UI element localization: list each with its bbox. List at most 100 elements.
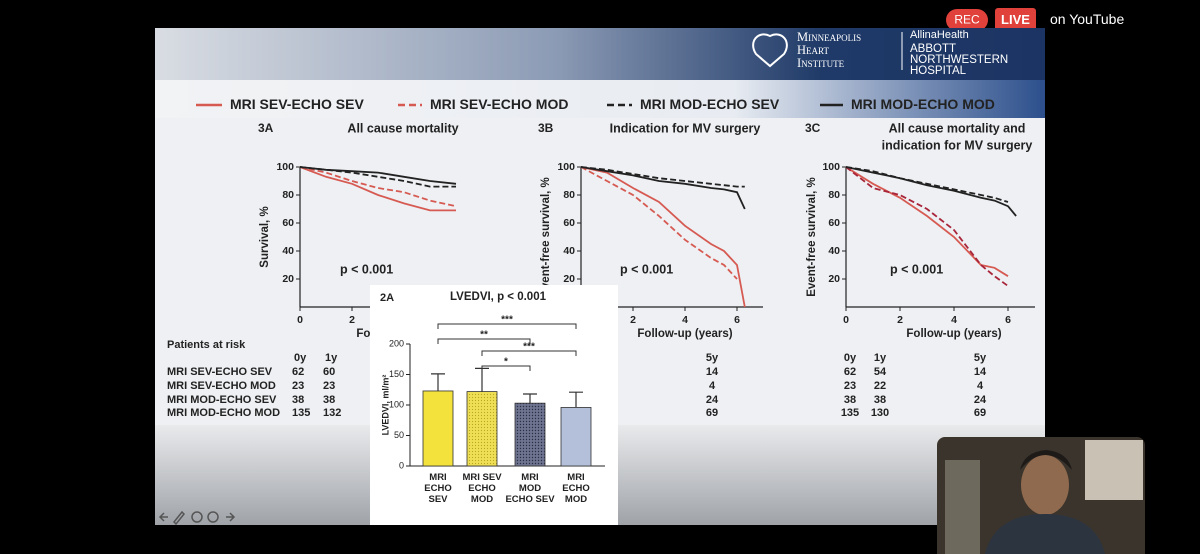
- x-tick-label: 0: [843, 314, 849, 326]
- bar: [466, 391, 498, 467]
- prev-icon: [158, 512, 168, 522]
- y-tick-label: 200: [389, 338, 404, 348]
- chart-title: All cause mortality and: [889, 121, 1026, 135]
- logo-text: Minneapolis: [797, 30, 861, 44]
- table-cell: 38: [874, 394, 886, 406]
- legend-label: MRI MOD-ECHO SEV: [640, 96, 780, 112]
- slide-toolbar: [158, 510, 236, 526]
- y-tick-label: 100: [389, 399, 404, 409]
- live-badge: [995, 8, 1036, 32]
- allina-logo: AllinaHealth: [910, 29, 969, 41]
- hospital-name: ABBOTT: [910, 43, 956, 55]
- x-tick-label: 2: [630, 314, 636, 326]
- webcam-face: [1021, 455, 1069, 515]
- x-tick-label: 6: [1005, 314, 1011, 326]
- table-header: 0y: [844, 352, 857, 364]
- table-cell: 69: [706, 407, 718, 419]
- chart-title: indication for MV surgery: [882, 138, 1033, 152]
- survival-curve: [845, 166, 1009, 277]
- y-tick-label: 20: [828, 273, 840, 285]
- live-label: LIVE: [1001, 12, 1030, 27]
- x-tick-label: MRI ECHO MOD: [562, 472, 590, 505]
- survival-curve: [580, 166, 746, 308]
- y-tick-label: 60: [563, 217, 575, 229]
- x-tick-label: 0: [297, 314, 303, 326]
- survival-curve: [845, 166, 1017, 217]
- table-row-label: MRI MOD-ECHO MOD: [167, 407, 280, 419]
- y-tick-label: 20: [563, 273, 575, 285]
- table-cell: 23: [292, 380, 304, 392]
- x-tick-label: 4: [682, 314, 688, 326]
- logo-text: Heart: [797, 43, 829, 57]
- webcam-wall: [945, 460, 980, 554]
- pen-icon: [172, 510, 186, 526]
- significance-bracket: [481, 365, 531, 371]
- rec-label: REC: [954, 13, 980, 27]
- chart-title: LVEDVI, p < 0.001: [450, 291, 547, 303]
- y-tick-label: 150: [389, 369, 404, 379]
- y-axis-label: Event-free survival, %: [540, 177, 552, 297]
- rec-badge: [946, 9, 988, 31]
- bar: [422, 390, 454, 467]
- significance-label: ***: [501, 315, 513, 326]
- significance-bracket: [437, 323, 577, 329]
- table-cell: 54: [874, 366, 887, 378]
- next-icon: [226, 512, 236, 522]
- significance-bracket: [437, 338, 531, 344]
- platform-label: on YouTube: [1050, 11, 1124, 27]
- table-header: 5y: [974, 352, 987, 364]
- table-cell: 130: [871, 407, 889, 419]
- y-tick-label: 100: [822, 161, 840, 173]
- heart-logo: [752, 33, 788, 68]
- y-axis-label: Event-free survival, %: [806, 177, 818, 297]
- y-axis-label: Survival, %: [259, 206, 271, 267]
- y-tick-label: 60: [282, 217, 294, 229]
- survival-curve: [580, 166, 746, 210]
- table-cell: 14: [974, 366, 987, 378]
- webcam: [937, 437, 1145, 554]
- y-tick-label: 50: [394, 430, 404, 440]
- table-cell: 60: [323, 366, 335, 378]
- y-tick-label: 0: [399, 460, 404, 470]
- table-cell: 24: [974, 394, 987, 406]
- x-tick-label: MRI MOD ECHO SEV: [505, 472, 555, 505]
- slide-header: [155, 28, 1045, 80]
- p-value: p < 0.001: [890, 262, 943, 276]
- y-axis-label: LVEDVI, ml/m²: [380, 375, 390, 436]
- chart-title: All cause mortality: [347, 121, 458, 135]
- lvedvi-chart: 2A LVEDVI, p < 0.001 0 50 100 150 200 LVEDVI, m…: [380, 291, 605, 470]
- y-tick-label: 40: [828, 245, 840, 257]
- legend-label: MRI SEV-ECHO SEV: [230, 96, 364, 112]
- panel-label: 2A: [380, 292, 394, 304]
- table-header: 1y: [874, 352, 887, 364]
- table-row-label: MRI SEV-ECHO MOD: [167, 380, 276, 392]
- table-cell: 69: [974, 407, 986, 419]
- y-tick-label: 40: [282, 245, 294, 257]
- y-tick-label: 20: [282, 273, 294, 285]
- panel-label: 3C: [805, 121, 821, 135]
- survival-curve: [299, 166, 456, 188]
- table-cell: 4: [709, 380, 716, 392]
- significance-label: ***: [523, 342, 535, 353]
- survival-curve: [580, 166, 738, 280]
- table-cell: 38: [292, 394, 304, 406]
- p-value: p < 0.001: [340, 262, 393, 276]
- survival-curve: [845, 166, 1009, 203]
- table-cell: 38: [844, 394, 856, 406]
- table-row-label: MRI SEV-ECHO SEV: [167, 366, 273, 378]
- y-tick-label: 80: [563, 189, 575, 201]
- webcam-shirt: [985, 514, 1105, 554]
- legend-band: [155, 80, 1045, 118]
- error-bar: [569, 391, 583, 408]
- table-row-label: MRI MOD-ECHO SEV: [167, 394, 277, 406]
- x-tick-label: 6: [734, 314, 740, 326]
- table-cell: 4: [977, 380, 984, 392]
- table-title: Patients at risk: [167, 339, 246, 351]
- significance-label: **: [480, 330, 488, 341]
- bar: [560, 407, 592, 467]
- x-axis-label: Follow-up (years): [906, 328, 1001, 340]
- table-header: 5y: [706, 352, 719, 364]
- table-header: 1y: [325, 352, 338, 364]
- y-tick-label: 80: [828, 189, 840, 201]
